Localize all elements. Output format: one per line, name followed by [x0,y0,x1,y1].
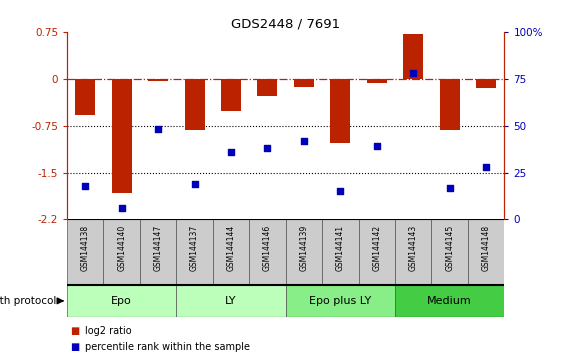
Text: GSM144137: GSM144137 [190,225,199,271]
Text: GSM144140: GSM144140 [117,225,126,271]
Bar [148,79,168,81]
Point [336,188,345,194]
Text: GSM144138: GSM144138 [81,225,90,271]
Text: GSM144142: GSM144142 [373,225,381,271]
Text: LY: LY [225,296,237,306]
Bar [221,79,241,111]
Point [226,149,236,155]
Bar [286,285,395,317]
Text: GSM144145: GSM144145 [445,225,454,271]
Bar [359,219,395,285]
Bar [177,219,213,285]
Bar [185,79,205,130]
Text: GSM144146: GSM144146 [263,225,272,271]
Text: log2 ratio: log2 ratio [85,326,131,336]
Bar [440,79,459,130]
Bar [75,79,95,115]
Title: GDS2448 / 7691: GDS2448 / 7691 [231,18,340,31]
Text: GSM144143: GSM144143 [409,225,417,271]
Text: Epo plus LY: Epo plus LY [309,296,371,306]
Bar [250,219,286,285]
Bar [431,219,468,285]
Bar [67,285,177,317]
Text: ■: ■ [70,326,79,336]
Bar [258,79,278,96]
Point [482,164,491,170]
Bar [286,219,322,285]
Text: GSM144148: GSM144148 [482,225,490,271]
Point [409,70,418,76]
Text: ■: ■ [70,342,79,352]
Text: growth protocol: growth protocol [0,296,63,306]
Bar [367,79,387,83]
Point [80,183,90,189]
Point [153,127,163,132]
Bar [67,219,104,285]
Bar [140,219,177,285]
Point [117,205,127,211]
Point [445,185,454,190]
Text: GSM144144: GSM144144 [227,225,236,271]
Point [263,145,272,151]
Bar [177,285,286,317]
Point [372,143,381,149]
Bar [403,34,423,79]
Text: percentile rank within the sample: percentile rank within the sample [85,342,250,352]
Bar [112,79,132,193]
Text: Epo: Epo [111,296,132,306]
Text: Medium: Medium [427,296,472,306]
Point [190,181,199,187]
Bar [322,219,359,285]
Point [299,138,308,143]
Bar [468,219,504,285]
Text: GSM144141: GSM144141 [336,225,345,271]
Bar [395,219,431,285]
Bar [104,219,140,285]
Bar [294,79,314,87]
Bar [476,79,496,88]
Bar [395,285,504,317]
Text: GSM144147: GSM144147 [154,225,163,271]
Bar [213,219,250,285]
Text: GSM144139: GSM144139 [300,225,308,271]
Bar [331,79,350,143]
